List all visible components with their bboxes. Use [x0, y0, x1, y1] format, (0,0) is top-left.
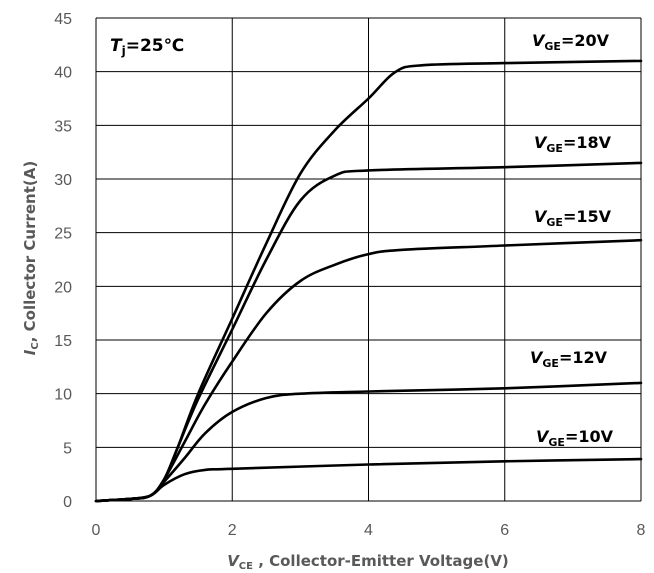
x-axis-title-rest: , Collector-Emitter Voltage(V)	[253, 552, 509, 570]
series-line-vge=10v	[94, 457, 643, 503]
series-label-vge-15v: VGE=15V	[534, 207, 612, 229]
series-label-rest: =12V	[559, 348, 608, 367]
series-label-var: V	[534, 207, 548, 226]
y-tick-label: 20	[54, 279, 72, 296]
series-label-vge-10v: VGE=10V	[536, 427, 614, 449]
y-tick-label: 5	[63, 440, 72, 457]
x-tick-label: 6	[500, 522, 509, 539]
y-axis-title-var: I	[21, 349, 39, 355]
series-label-vge-20v: VGE=20V	[532, 31, 610, 53]
curves	[94, 59, 643, 503]
series-label-vge-18v: VGE=18V	[534, 133, 612, 155]
series-label-var: V	[530, 348, 544, 367]
y-tick-label: 10	[54, 387, 72, 404]
grid	[95, 17, 642, 502]
cond-sub: j	[121, 44, 126, 58]
series-label-sub: GE	[548, 436, 565, 449]
series-label-rest: =10V	[565, 427, 614, 446]
series-label-rest: =20V	[561, 31, 610, 50]
series-label-vge-12v: VGE=12V	[530, 348, 608, 370]
y-axis-title-sub: C	[30, 342, 41, 349]
series-label-var: V	[536, 427, 550, 446]
series-label-rest: =15V	[563, 207, 612, 226]
x-tick-label: 8	[637, 522, 646, 539]
y-tick-label: 45	[54, 11, 72, 28]
y-tick-label: 40	[54, 65, 72, 82]
y-tick-label: 30	[54, 172, 72, 189]
series-label-sub: GE	[546, 142, 563, 155]
x-tick-label: 4	[364, 522, 373, 539]
y-tick-label: 0	[63, 494, 72, 511]
series-label-sub: GE	[546, 216, 563, 229]
tick-labels: 0 5 10 15 20 25 30 35 40 45 0 2 4 6 8	[54, 11, 645, 539]
x-tick-label: 2	[228, 522, 237, 539]
series-label-sub: GE	[544, 40, 561, 53]
y-tick-label: 35	[54, 118, 72, 135]
series-label-var: V	[532, 31, 546, 50]
x-tick-label: 0	[92, 522, 101, 539]
y-axis-title: IC, Collector Current(A)	[21, 161, 41, 355]
series-label-rest: =18V	[563, 133, 612, 152]
y-tick-label: 15	[54, 333, 72, 350]
x-axis-title-sub: CE	[239, 561, 253, 572]
series-label-sub: GE	[542, 357, 559, 370]
x-axis-title-var: V	[227, 552, 240, 570]
junction-temperature-label: Tj=25℃	[110, 36, 184, 58]
series-label-var: V	[534, 133, 548, 152]
x-axis-title: VCE , Collector-Emitter Voltage(V)	[227, 552, 509, 572]
cond-var: T	[110, 36, 123, 56]
y-tick-label: 25	[54, 226, 72, 243]
cond-rest: =25℃	[126, 36, 185, 56]
y-axis-title-rest: , Collector Current(A)	[21, 161, 39, 343]
